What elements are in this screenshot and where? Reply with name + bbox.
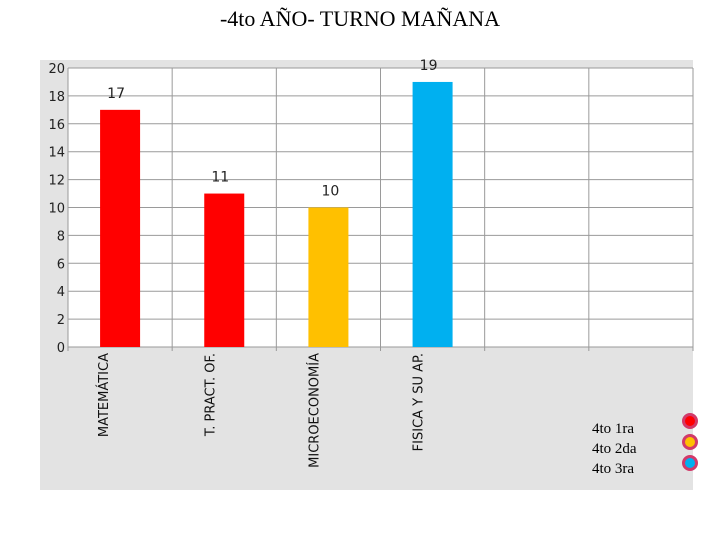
data-label: 19 [420, 58, 438, 74]
y-tick-label: 18 [48, 90, 65, 105]
category-label: MATEMÁTICA [96, 353, 112, 437]
y-tick-label: 16 [48, 118, 65, 133]
legend-swatch [682, 434, 698, 450]
data-label: 11 [211, 170, 229, 186]
data-label: 17 [107, 86, 125, 102]
legend-swatch [682, 455, 698, 471]
chart-title: -4to AÑO- TURNO MAÑANA [219, 6, 501, 31]
category-label: FISICA Y SU AP. [412, 353, 427, 451]
legend-item: 4to 3ra [592, 461, 635, 477]
bar [100, 109, 141, 347]
y-tick-label: 20 [48, 62, 65, 77]
y-tick-label: 2 [57, 313, 65, 328]
bar [412, 81, 453, 347]
y-tick-label: 0 [57, 341, 65, 356]
y-tick-label: 6 [57, 257, 65, 272]
legend-swatch [682, 413, 698, 429]
y-tick-label: 14 [48, 146, 65, 161]
y-tick-label: 10 [48, 202, 65, 217]
category-label: T. PRACT. OF. [203, 353, 218, 437]
data-label: 10 [322, 184, 340, 200]
y-tick-label: 12 [48, 174, 65, 189]
y-tick-label: 8 [57, 229, 65, 244]
legend-item: 4to 2da [592, 441, 637, 457]
y-tick-label: 4 [57, 285, 65, 300]
legend-item: 4to 1ra [592, 421, 635, 437]
bar [308, 207, 349, 347]
category-label: MICROECONOMÍA [306, 353, 322, 468]
legend: 4to 1ra 4to 2da 4to 3ra [592, 419, 637, 479]
bar [204, 193, 245, 347]
